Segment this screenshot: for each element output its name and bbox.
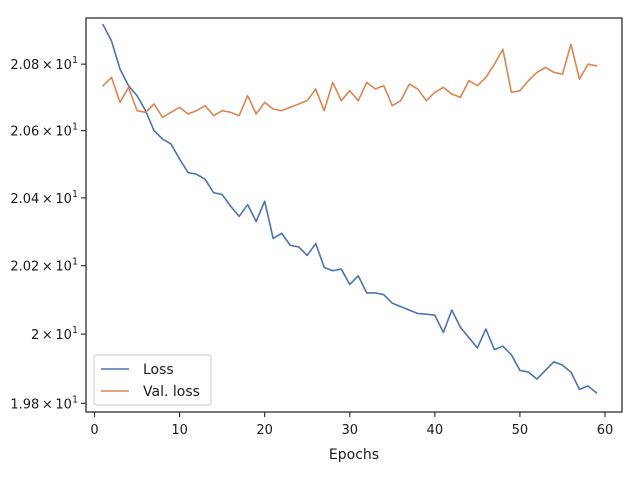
legend-label-val-loss: Val. loss bbox=[143, 384, 200, 400]
legend-box bbox=[93, 354, 212, 406]
legend: Loss Val. loss bbox=[93, 354, 212, 406]
x-tick-label: 40 bbox=[427, 423, 444, 438]
x-tick-label: 60 bbox=[597, 423, 614, 438]
plot-area bbox=[86, 18, 622, 412]
x-axis-label: Epochs bbox=[329, 447, 379, 463]
plot-frame bbox=[85, 17, 623, 413]
series-line-val-loss bbox=[102, 43, 598, 119]
y-tick-label: 2.06 × 101 bbox=[10, 122, 78, 140]
x-tick-label: 0 bbox=[90, 423, 98, 438]
x-tick-label: 10 bbox=[171, 423, 188, 438]
legend-label-loss: Loss bbox=[143, 362, 174, 378]
y-tick-label: 2 × 101 bbox=[31, 325, 78, 343]
series-layer bbox=[102, 23, 598, 394]
y-tick-label: 2.08 × 101 bbox=[10, 55, 78, 73]
y-tick-label: 2.02 × 101 bbox=[10, 257, 78, 275]
x-axis: 0 10 20 30 40 50 60 bbox=[90, 412, 613, 438]
series-line-loss bbox=[102, 23, 598, 394]
x-tick-label: 50 bbox=[512, 423, 529, 438]
x-tick-label: 30 bbox=[341, 423, 358, 438]
y-axis: 1.98 × 101 2 × 101 2.02 × 101 2.04 × 101 2.0… bbox=[10, 55, 86, 412]
x-tick-label: 20 bbox=[256, 423, 273, 438]
y-tick-label: 2.04 × 101 bbox=[10, 189, 78, 207]
y-tick-label: 1.98 × 101 bbox=[10, 394, 78, 412]
